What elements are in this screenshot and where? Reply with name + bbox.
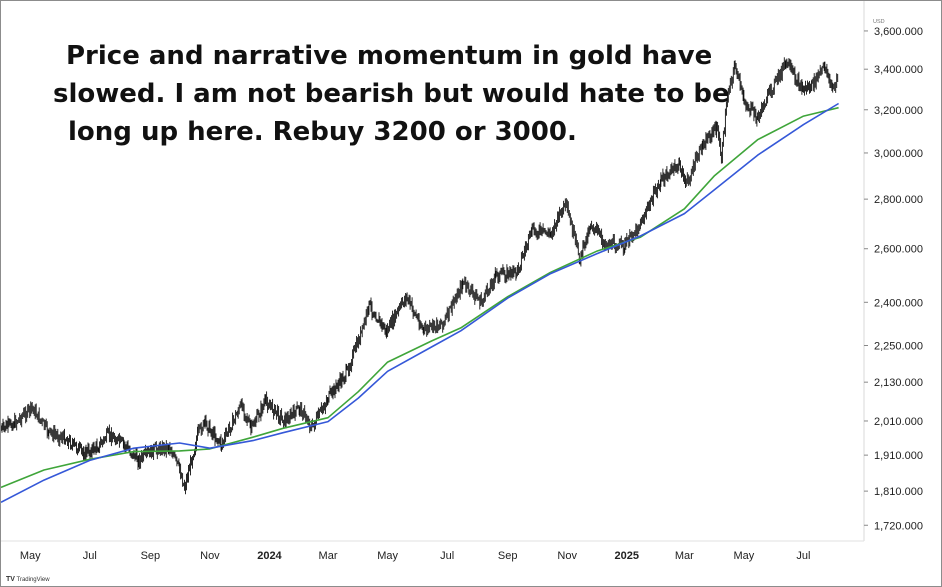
annotation-line-2: slowed. I am not bearish but would hate …	[53, 79, 730, 109]
time-tick-label-13: Jul	[796, 550, 810, 562]
annotation-text: Price and narrative momentum in gold hav…	[41, 37, 761, 151]
price-tick-label-9: 2,010.000	[874, 416, 923, 428]
price-tick-label-10: 1,910.000	[874, 450, 923, 462]
time-tick-label-0: May	[20, 550, 41, 562]
price-tick-label-1: 3,400.000	[874, 64, 923, 76]
time-tick-label-3: Nov	[200, 550, 220, 562]
price-tick-label-5: 2,600.000	[874, 244, 923, 256]
moving-average-line-1	[1, 106, 839, 489]
time-tick-label-8: Sep	[498, 550, 518, 562]
price-tick-label-12: 1,720.000	[874, 520, 923, 532]
price-tick-label-2: 3,200.000	[874, 105, 923, 117]
price-tick-label-0: 3,600.000	[874, 26, 923, 38]
price-tick-label-3: 3,000.000	[874, 148, 923, 160]
time-tick-label-1: Jul	[83, 550, 97, 562]
moving-average-series	[1, 102, 840, 504]
tradingview-label: TradingView	[16, 577, 50, 583]
price-tick-label-8: 2,130.000	[874, 377, 923, 389]
price-tick-label-6: 2,400.000	[874, 297, 923, 309]
price-tick-label-4: 2,800.000	[874, 194, 923, 206]
tradingview-logo: TV	[6, 576, 15, 583]
tradingview-watermark: TV TradingView	[6, 576, 50, 583]
price-tick-label-11: 1,810.000	[874, 486, 923, 498]
time-tick-label-9: Nov	[557, 550, 577, 562]
time-tick-label-6: May	[377, 550, 398, 562]
time-tick-label-12: May	[734, 550, 755, 562]
time-tick-label-7: Jul	[440, 550, 454, 562]
time-tick-label-4: 2024	[257, 550, 282, 562]
price-axis: 3,600.000 3,400.000 3,200.000 3,000.000 2,80…	[864, 26, 923, 532]
time-tick-label-2: Sep	[141, 550, 161, 562]
price-tick-label-7: 2,250.000	[874, 340, 923, 352]
price-series	[1, 57, 839, 495]
price-axis-unit: USD	[873, 19, 885, 25]
time-tick-label-11: Mar	[675, 550, 694, 562]
time-tick-label-5: Mar	[319, 550, 338, 562]
time-axis: May Jul Sep Nov 2024 Mar May Jul Sep Nov 2025 Mar Ma…	[1, 540, 864, 562]
annotation-line-1: Price and narrative momentum in gold hav…	[66, 41, 713, 71]
moving-average-line-2	[1, 102, 840, 504]
annotation-line-3: long up here. Rebuy 3200 or 3000.	[68, 117, 577, 147]
time-tick-label-10: 2025	[615, 550, 639, 562]
